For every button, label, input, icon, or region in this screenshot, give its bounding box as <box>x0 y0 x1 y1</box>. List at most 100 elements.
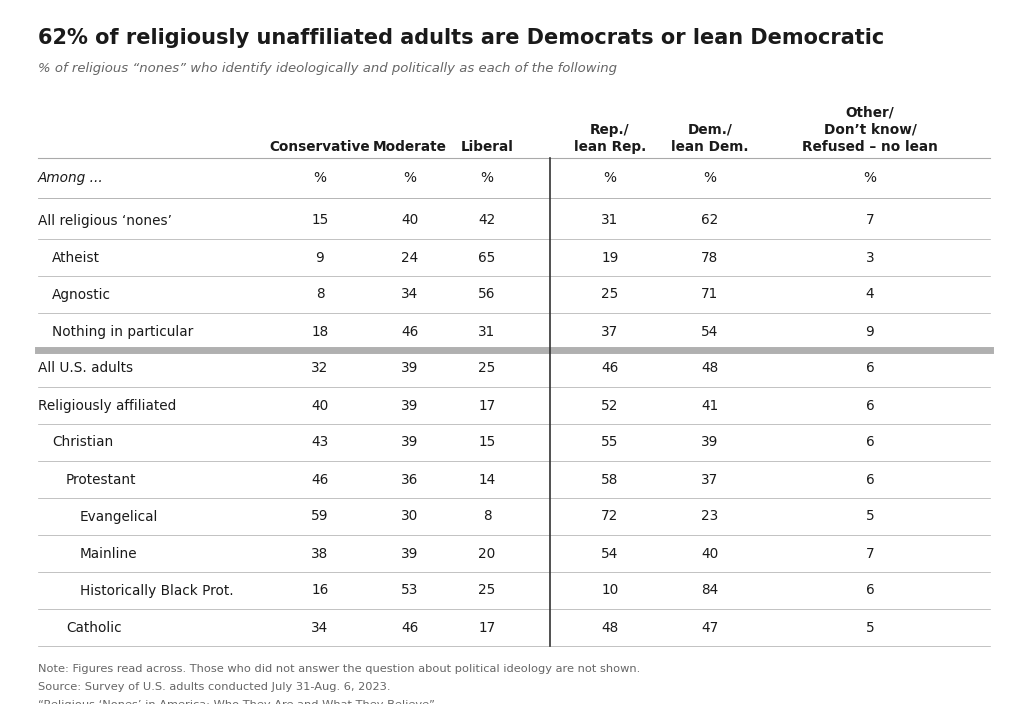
Text: 52: 52 <box>601 398 618 413</box>
Text: 56: 56 <box>478 287 496 301</box>
Text: Historically Black Prot.: Historically Black Prot. <box>80 584 233 598</box>
Text: 7: 7 <box>865 546 874 560</box>
Text: 20: 20 <box>478 546 496 560</box>
Text: 48: 48 <box>601 620 618 634</box>
Text: Other/
Don’t know/
Refused – no lean: Other/ Don’t know/ Refused – no lean <box>802 106 938 154</box>
Text: 36: 36 <box>401 472 419 486</box>
Text: %: % <box>403 171 417 185</box>
Text: 4: 4 <box>865 287 874 301</box>
Text: 38: 38 <box>311 546 329 560</box>
Text: 48: 48 <box>701 361 719 375</box>
Text: 41: 41 <box>701 398 719 413</box>
Text: Note: Figures read across. Those who did not answer the question about political: Note: Figures read across. Those who did… <box>38 664 640 674</box>
Text: Catholic: Catholic <box>66 620 122 634</box>
Text: 15: 15 <box>478 436 496 449</box>
Text: 17: 17 <box>478 398 496 413</box>
Text: 34: 34 <box>311 620 329 634</box>
Text: 62% of religiously unaffiliated adults are Democrats or lean Democratic: 62% of religiously unaffiliated adults a… <box>38 28 885 48</box>
Text: 31: 31 <box>601 213 618 227</box>
Text: %: % <box>603 171 616 185</box>
Text: 39: 39 <box>401 361 419 375</box>
Text: 42: 42 <box>478 213 496 227</box>
Text: 39: 39 <box>401 436 419 449</box>
Text: 39: 39 <box>701 436 719 449</box>
Text: 30: 30 <box>401 510 419 524</box>
Text: 47: 47 <box>701 620 719 634</box>
Text: 15: 15 <box>311 213 329 227</box>
Text: 37: 37 <box>601 325 618 339</box>
Text: 65: 65 <box>478 251 496 265</box>
Text: 9: 9 <box>315 251 325 265</box>
Text: 46: 46 <box>601 361 618 375</box>
Text: Agnostic: Agnostic <box>52 287 111 301</box>
Text: 6: 6 <box>865 398 874 413</box>
Text: Conservative: Conservative <box>269 140 371 154</box>
Text: 18: 18 <box>311 325 329 339</box>
Text: % of religious “nones” who identify ideologically and politically as each of the: % of religious “nones” who identify ideo… <box>38 62 617 75</box>
Text: 34: 34 <box>401 287 419 301</box>
Text: 6: 6 <box>865 361 874 375</box>
Text: 6: 6 <box>865 584 874 598</box>
Text: 46: 46 <box>401 325 419 339</box>
Text: Dem./
lean Dem.: Dem./ lean Dem. <box>672 122 749 154</box>
Text: Christian: Christian <box>52 436 114 449</box>
Text: Rep./
lean Rep.: Rep./ lean Rep. <box>573 122 646 154</box>
Text: 10: 10 <box>601 584 618 598</box>
Text: Protestant: Protestant <box>66 472 136 486</box>
Text: Nothing in particular: Nothing in particular <box>52 325 194 339</box>
Text: %: % <box>480 171 494 185</box>
Text: 39: 39 <box>401 398 419 413</box>
Text: Mainline: Mainline <box>80 546 137 560</box>
Text: 40: 40 <box>701 546 719 560</box>
Text: 53: 53 <box>401 584 419 598</box>
Text: 16: 16 <box>311 584 329 598</box>
Text: 9: 9 <box>865 325 874 339</box>
Text: Among ...: Among ... <box>38 171 103 185</box>
Text: 25: 25 <box>478 361 496 375</box>
Text: 37: 37 <box>701 472 719 486</box>
Text: 24: 24 <box>401 251 419 265</box>
Text: 5: 5 <box>865 510 874 524</box>
Text: 46: 46 <box>311 472 329 486</box>
Text: 19: 19 <box>601 251 618 265</box>
Text: %: % <box>703 171 717 185</box>
Text: 58: 58 <box>601 472 618 486</box>
Text: 46: 46 <box>401 620 419 634</box>
Text: Atheist: Atheist <box>52 251 100 265</box>
Text: 6: 6 <box>865 472 874 486</box>
Text: 72: 72 <box>601 510 618 524</box>
Text: 55: 55 <box>601 436 618 449</box>
Text: 17: 17 <box>478 620 496 634</box>
Text: %: % <box>863 171 877 185</box>
Text: 54: 54 <box>601 546 618 560</box>
Text: 3: 3 <box>865 251 874 265</box>
Text: 5: 5 <box>865 620 874 634</box>
Text: 14: 14 <box>478 472 496 486</box>
Text: 59: 59 <box>311 510 329 524</box>
Text: 40: 40 <box>311 398 329 413</box>
Text: 84: 84 <box>701 584 719 598</box>
Text: %: % <box>313 171 327 185</box>
Text: 25: 25 <box>478 584 496 598</box>
Text: All U.S. adults: All U.S. adults <box>38 361 133 375</box>
Text: 62: 62 <box>701 213 719 227</box>
Text: 39: 39 <box>401 546 419 560</box>
Text: 43: 43 <box>311 436 329 449</box>
Text: Evangelical: Evangelical <box>80 510 159 524</box>
Text: 31: 31 <box>478 325 496 339</box>
Text: Religiously affiliated: Religiously affiliated <box>38 398 176 413</box>
Text: 71: 71 <box>701 287 719 301</box>
Text: Liberal: Liberal <box>461 140 513 154</box>
Text: All religious ‘nones’: All religious ‘nones’ <box>38 213 172 227</box>
Text: 8: 8 <box>482 510 492 524</box>
Text: 6: 6 <box>865 436 874 449</box>
Text: Moderate: Moderate <box>373 140 446 154</box>
Text: “Religious ‘Nones’ in America: Who They Are and What They Believe”: “Religious ‘Nones’ in America: Who They … <box>38 700 435 704</box>
Text: 23: 23 <box>701 510 719 524</box>
Text: 54: 54 <box>701 325 719 339</box>
Text: 8: 8 <box>315 287 325 301</box>
Text: 25: 25 <box>601 287 618 301</box>
Text: Source: Survey of U.S. adults conducted July 31-Aug. 6, 2023.: Source: Survey of U.S. adults conducted … <box>38 682 390 692</box>
Text: 32: 32 <box>311 361 329 375</box>
Text: 7: 7 <box>865 213 874 227</box>
